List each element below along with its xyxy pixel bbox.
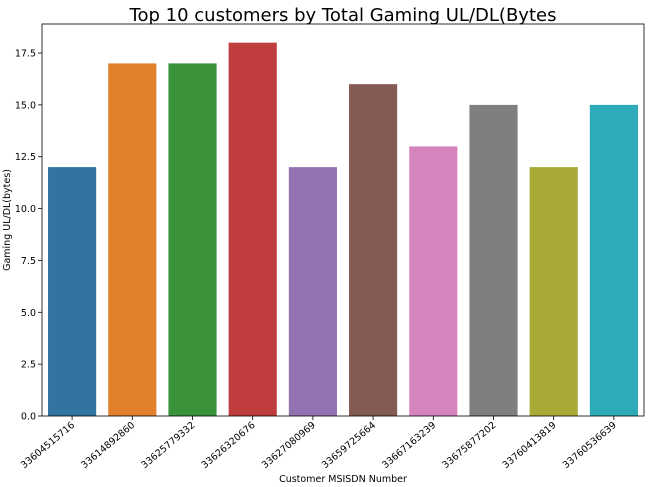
x-tick-label: 33627080969 [260,420,318,471]
x-tick-label: 33604515716 [19,420,77,471]
bar-33626320676 [228,42,277,417]
y-tick-label: 12.5 [15,152,36,163]
chart-title: Top 10 customers by Total Gaming UL/DL(B… [129,5,557,26]
x-tick-label: 33760413819 [501,420,559,471]
bar-33760536639 [589,104,638,416]
bars-group [48,42,638,417]
bar-33625779332 [168,63,217,416]
x-tick-label: 33614892860 [79,420,137,471]
y-tick-label: 2.5 [21,360,36,371]
y-tick-label: 10.0 [15,204,36,215]
bar-33604515716 [48,167,97,416]
bar-33667163239 [409,146,458,417]
bar-33659725664 [349,84,398,417]
x-tick-label: 33626320676 [200,420,258,471]
y-axis: 0.0 2.5 5.0 7.5 10.0 12.5 15.0 17.5 [15,49,42,423]
y-tick-label: 0.0 [21,412,36,423]
plot-frame [41,23,645,417]
x-tick-label: 33675877202 [440,420,498,471]
x-axis: 33604515716 33614892860 33625779332 3362632… [19,416,619,471]
y-tick-label: 17.5 [15,49,36,60]
y-tick-label: 5.0 [21,308,36,319]
bar-33627080969 [288,167,337,416]
y-tick-label: 15.0 [15,100,36,111]
x-tick-label: 33760536639 [561,420,619,471]
bar-33675877202 [469,104,518,416]
x-tick-label: 33659725664 [320,420,378,471]
x-axis-label: Customer MSISDN Number [279,474,407,485]
bar-33760413819 [529,167,578,416]
bar-33614892860 [108,63,157,416]
y-axis-label: Gaming UL/DL(bytes) [2,169,13,271]
x-tick-label: 33625779332 [139,420,197,471]
x-tick-label: 33667163239 [380,420,438,471]
y-tick-label: 7.5 [21,256,36,267]
